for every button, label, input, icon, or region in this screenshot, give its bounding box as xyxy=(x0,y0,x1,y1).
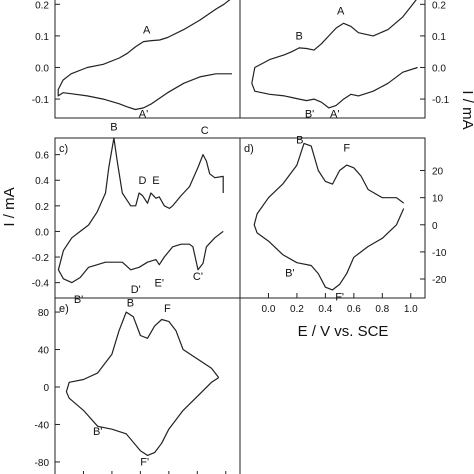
peak-label: B' xyxy=(305,108,314,120)
y-tick-label: 0 xyxy=(43,383,49,394)
peak-label: A' xyxy=(139,108,148,120)
peak-label: B xyxy=(296,31,303,43)
panel-a: 0.2 0.1 0.0 -0.1 A A' xyxy=(32,0,241,120)
x-tick-label: 0.4 xyxy=(318,304,332,315)
y-tick-label: 0.4 xyxy=(35,176,49,187)
y-tick-label: 0.0 xyxy=(35,63,49,74)
peak-label: D xyxy=(138,175,146,187)
peak-label: B xyxy=(127,297,134,309)
y-axis-label: I / mA xyxy=(1,187,18,226)
peak-label: B' xyxy=(285,267,294,279)
peak-label: A xyxy=(337,5,345,17)
x-tick-label: 1.0 xyxy=(404,304,418,315)
y-tick-label: 0 xyxy=(432,221,438,232)
y-tick-label: 0.0 xyxy=(35,227,49,238)
y-tick-label: -0.1 xyxy=(32,95,50,106)
panel-label: d) xyxy=(244,143,254,155)
peak-label: B' xyxy=(93,426,102,438)
peak-label: F xyxy=(343,143,350,155)
peak-label: E xyxy=(152,175,159,187)
peak-label: B xyxy=(110,121,117,133)
panel-frame xyxy=(54,0,241,119)
peak-label: A' xyxy=(330,108,339,120)
peak-label: A xyxy=(143,24,151,36)
y-tick-label: -10 xyxy=(432,248,447,259)
peak-label: F xyxy=(164,303,171,315)
peak-label: D' xyxy=(131,284,141,296)
y-tick-label: 0.2 xyxy=(432,0,446,11)
y-tick-label: 80 xyxy=(38,308,50,319)
y-tick-label: 0.0 xyxy=(432,63,446,74)
y-axis-label-right: I / mA xyxy=(459,90,474,129)
peak-label: B xyxy=(296,134,303,146)
cv-curve xyxy=(57,0,232,111)
x-tick-label: 0.8 xyxy=(375,304,389,315)
y-tick-label: 10 xyxy=(432,194,444,205)
peak-label: F' xyxy=(140,457,149,469)
peak-label: E' xyxy=(155,277,164,289)
panel-frame xyxy=(239,0,426,119)
cv-curve xyxy=(253,142,405,291)
x-tick-label: 0.2 xyxy=(290,304,304,315)
panel-frame xyxy=(54,297,241,474)
y-tick-label: 0.1 xyxy=(35,32,49,43)
cv-curve xyxy=(251,0,418,109)
x-axis-label: E / V vs. SCE xyxy=(298,323,389,340)
panel-label: e) xyxy=(59,303,69,315)
x-tick-label: 0.0 xyxy=(262,304,276,315)
y-tick-label: -0.2 xyxy=(32,253,50,264)
peak-label: B' xyxy=(74,294,83,306)
panel-b: 0.2 0.1 0.0 -0.1 B A B' A' xyxy=(239,0,450,120)
y-tick-label: 40 xyxy=(38,346,50,357)
y-tick-label: 0.2 xyxy=(35,202,49,213)
y-tick-label: 0.2 xyxy=(35,0,49,11)
y-tick-label: 0.1 xyxy=(432,32,446,43)
y-tick-label: -0.1 xyxy=(432,95,450,106)
peak-label: F' xyxy=(335,292,344,304)
y-tick-label: -80 xyxy=(35,458,50,469)
y-tick-label: -0.4 xyxy=(32,279,50,290)
y-tick-label: 0.6 xyxy=(35,151,49,162)
x-tick-label: 0.6 xyxy=(347,304,361,315)
y-tick-label: 20 xyxy=(432,167,444,178)
panel-frame xyxy=(239,137,426,299)
panel-c: 0.6 0.4 0.2 0.0 -0.2 -0.4 B C D E B' D' E' C' c) xyxy=(32,121,241,306)
cv-curve xyxy=(65,311,220,456)
peak-label: C xyxy=(201,125,209,137)
y-tick-label: -20 xyxy=(432,275,447,286)
y-tick-label: -40 xyxy=(35,420,50,431)
cv-curve xyxy=(57,137,224,284)
panel-label: c) xyxy=(59,143,68,155)
panel-d: 20 10 0 -10 -20 0.0 0.2 0.4 0.6 0.8 1.0 B F B' F' d) xyxy=(239,134,447,315)
peak-label: C' xyxy=(193,271,203,283)
